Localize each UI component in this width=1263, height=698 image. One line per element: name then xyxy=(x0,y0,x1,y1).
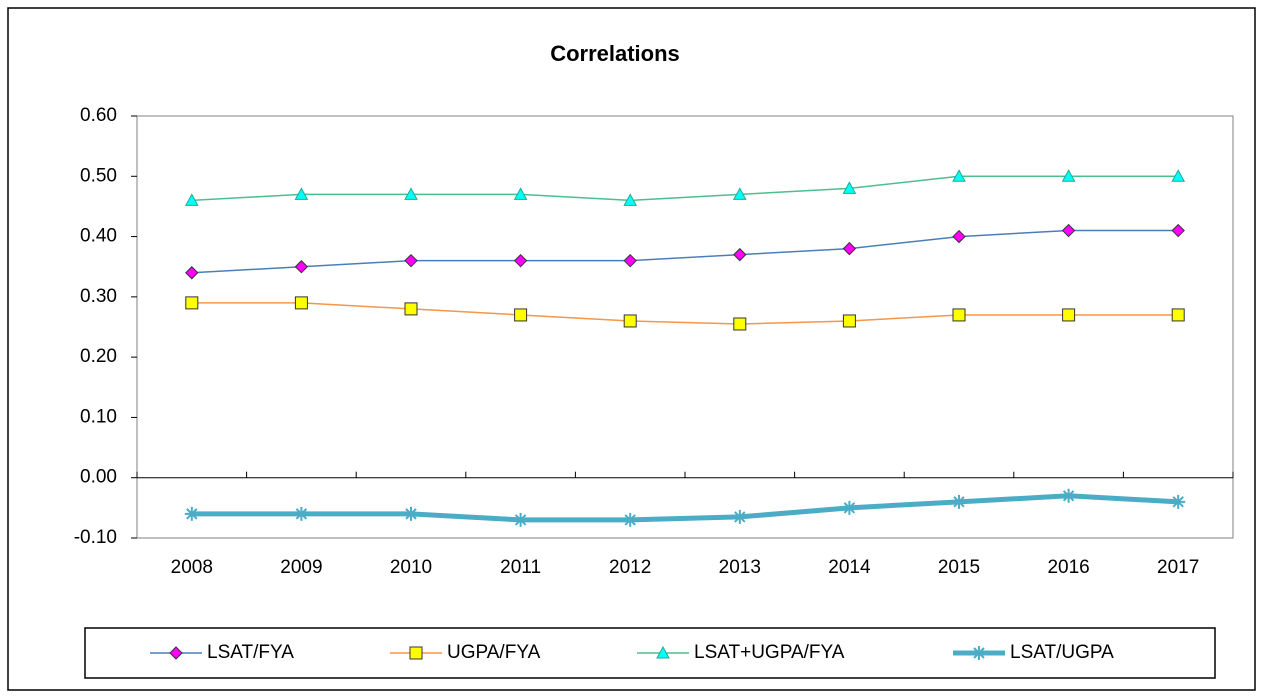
legend-label: LSAT/FYA xyxy=(207,642,294,663)
x-tick-label: 2015 xyxy=(938,557,980,578)
legend-marker xyxy=(409,646,423,660)
data-point xyxy=(733,247,747,262)
y-tick-label: 0.00 xyxy=(80,467,117,488)
x-tick-label: 2012 xyxy=(609,557,651,578)
data-point xyxy=(623,512,638,527)
x-tick-label: 2016 xyxy=(1047,557,1089,578)
legend-marker xyxy=(169,646,183,660)
data-point xyxy=(404,253,418,268)
plot-area xyxy=(136,115,1234,539)
y-tick-label: -0.10 xyxy=(74,527,117,548)
y-tick-label: 0.20 xyxy=(80,346,117,367)
chart-title: Correlations xyxy=(550,41,680,66)
x-tick-label: 2013 xyxy=(719,557,761,578)
data-point xyxy=(513,187,528,200)
y-tick-label: 0.40 xyxy=(80,226,117,247)
data-point xyxy=(952,494,966,509)
legend-label: LSAT+UGPA/FYA xyxy=(694,642,845,663)
data-point xyxy=(404,302,418,316)
data-point xyxy=(185,296,199,310)
data-point xyxy=(185,266,199,280)
series-line xyxy=(191,229,1179,274)
series-line xyxy=(191,493,1179,523)
x-tick-label: 2011 xyxy=(500,557,541,578)
chart-frame xyxy=(7,7,1256,691)
data-point xyxy=(513,512,528,527)
legend-marker xyxy=(656,645,670,659)
legend-marker xyxy=(972,646,986,660)
legend xyxy=(84,627,1216,679)
legend-label: LSAT/UGPA xyxy=(1010,642,1114,663)
data-point xyxy=(1171,494,1186,509)
y-tick-label: 0.60 xyxy=(80,105,117,126)
data-point xyxy=(184,506,199,521)
data-point xyxy=(623,253,637,268)
y-tick-label: 0.10 xyxy=(80,406,117,427)
x-tick-label: 2017 xyxy=(1157,557,1199,578)
data-point xyxy=(842,181,857,194)
data-point xyxy=(952,169,966,182)
data-point xyxy=(1171,169,1186,182)
data-point xyxy=(732,187,747,200)
data-point xyxy=(842,241,857,256)
series-line xyxy=(191,175,1179,202)
data-point xyxy=(513,253,528,268)
data-point xyxy=(1061,488,1076,503)
data-point xyxy=(842,314,856,328)
data-point xyxy=(1062,308,1076,322)
data-point xyxy=(1171,223,1185,238)
data-point xyxy=(514,308,528,322)
data-point xyxy=(623,314,637,328)
data-point xyxy=(294,187,309,200)
data-point xyxy=(952,308,966,322)
data-point xyxy=(184,193,199,206)
data-point xyxy=(294,260,309,274)
data-point xyxy=(1061,223,1076,238)
x-tick-label: 2014 xyxy=(828,557,871,578)
data-point xyxy=(623,193,638,206)
data-point xyxy=(952,229,966,244)
data-point xyxy=(294,296,308,310)
data-point xyxy=(404,187,418,200)
x-tick-label: 2008 xyxy=(171,557,213,578)
data-point xyxy=(1061,169,1076,182)
data-point xyxy=(1171,308,1185,322)
data-point xyxy=(842,500,857,515)
data-point xyxy=(732,509,747,524)
data-point xyxy=(733,317,747,331)
x-tick-label: 2009 xyxy=(280,557,322,578)
y-tick-label: 0.30 xyxy=(80,286,117,307)
data-point xyxy=(294,506,309,521)
x-tick-label: 2010 xyxy=(390,557,432,578)
y-tick-label: 0.50 xyxy=(80,165,117,186)
series-line xyxy=(191,302,1179,325)
data-point xyxy=(404,506,418,521)
legend-label: UGPA/FYA xyxy=(447,642,541,663)
